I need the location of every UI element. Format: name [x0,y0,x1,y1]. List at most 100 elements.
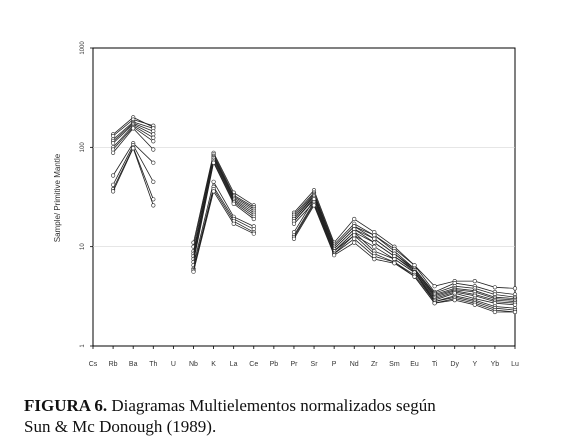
series-12 [110,146,518,315]
series-line [293,201,516,306]
x-tick-label: Dy [450,361,459,368]
data-point [392,261,397,266]
series-line [193,190,254,272]
data-point [291,236,297,241]
data-point [231,201,236,206]
data-point [512,302,518,307]
data-point [372,240,377,245]
x-tick-label: Zr [371,361,378,368]
data-point [110,150,116,155]
series-line [293,198,516,309]
data-point [151,179,156,184]
data-point [231,221,236,226]
data-point [151,197,156,202]
data-point [110,141,116,146]
series-line [293,195,516,301]
x-tick-label: Pb [270,361,279,368]
data-point [191,269,196,274]
data-point [211,189,216,194]
series-line [193,153,255,247]
data-point [110,173,116,178]
x-tick-label: Sm [389,361,400,368]
data-point [352,236,357,241]
x-tick-label: Ti [432,361,438,368]
series-line [293,204,515,313]
data-point [151,139,156,144]
series-line [293,191,516,295]
caption-line-2: Sun & Mc Donough (1989). [24,417,217,436]
x-tick-label: Nd [350,361,359,368]
series-line [293,193,516,298]
x-tick-label: Sr [311,361,319,368]
figure-caption: FIGURA 6. Diagramas Multielementos norma… [24,395,580,437]
data-point [432,284,437,289]
data-point [512,309,518,315]
x-tick-label: Lu [511,361,519,368]
data-point [472,302,477,307]
series-4 [110,121,518,301]
x-tick-label: La [230,361,238,368]
data-point [412,274,417,279]
x-tick-label: Y [472,361,477,368]
series-line [193,185,254,269]
data-point [412,263,417,268]
y-tick-label: 100 [80,142,86,153]
series-line [193,151,255,243]
x-tick-label: Th [149,361,157,368]
data-point [151,147,156,152]
x-tick-label: Ba [129,361,138,368]
y-tick-label: 1000 [80,41,86,55]
data-point [251,231,256,236]
data-point [352,216,357,222]
y-tick-label: 10 [80,243,86,250]
x-tick-label: Cs [89,361,98,368]
plot-frame [92,47,516,347]
series-7 [110,124,518,306]
data-point [291,221,297,226]
data-point [131,146,136,151]
data-point [332,253,337,258]
caption-label: FIGURA 6. [24,396,108,415]
series-line [193,158,255,257]
data-point [251,216,256,222]
data-point [492,309,498,315]
x-tick-label: K [211,361,216,368]
x-tick-label: Pr [290,361,298,368]
data-point [151,160,156,165]
series-line [193,161,255,263]
data-point [352,240,357,245]
x-tick-label: Ce [249,361,258,368]
data-point [352,233,357,238]
caption-text: Diagramas Multielementos normalizados se… [111,396,436,415]
grid-group [93,147,515,247]
data-point [131,126,136,131]
data-point [372,236,377,241]
y-axis-label: Sample/ Primitive Mantle [53,153,62,242]
plot-frame-group [92,47,516,347]
x-tick-label: Yb [491,361,500,368]
data-point [211,160,216,165]
series-line [193,180,254,266]
y-tick-labels: 1 10 100 1000 [80,41,93,348]
series-line [293,189,516,289]
data-point [372,244,377,249]
data-point [372,233,377,238]
data-point [472,279,477,284]
series-line [293,202,516,313]
series-line [193,188,254,271]
data-point [151,203,156,208]
data-point [151,135,156,140]
x-tick-labels: Cs Rb Ba Th U Nb K La Ce Pb Pr Sr P Nd Zr Sm Eu Ti Dy Y Yb Lu [89,346,519,368]
series-3 [110,119,518,300]
data-point [432,301,437,306]
x-tick-label: Eu [410,361,419,368]
y-tick-label: 1 [80,344,86,348]
data-point [512,286,518,291]
data-point [311,203,317,208]
series-6 [110,123,518,304]
x-tick-label: Rb [109,361,118,368]
data-point [372,257,377,262]
data-point [110,189,116,194]
series-line [293,194,516,299]
x-tick-label: P [332,361,337,368]
